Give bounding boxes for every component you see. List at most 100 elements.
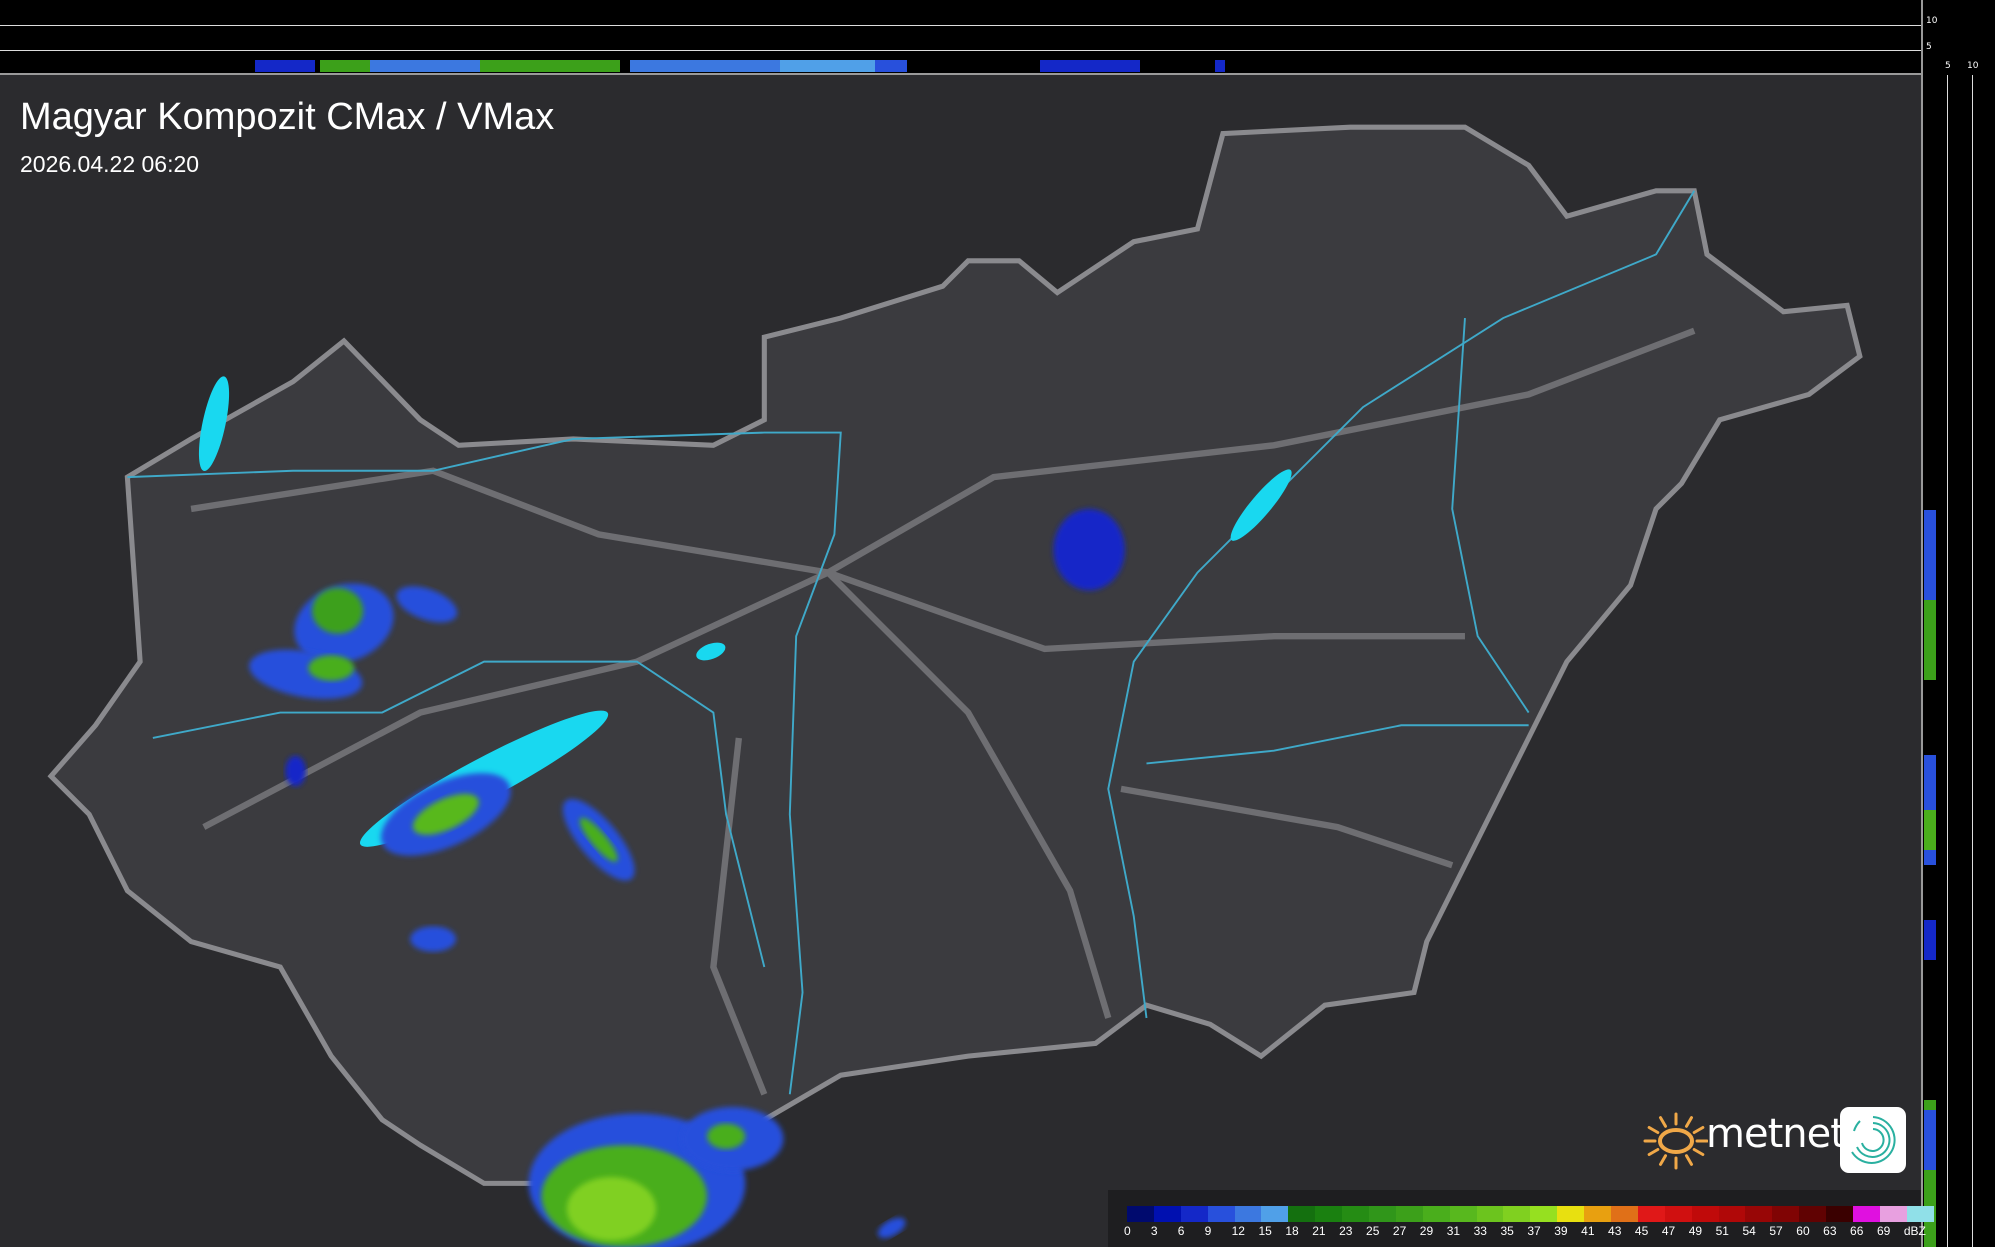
lake-tisza — [1230, 469, 1292, 541]
gridline-10km-v — [1972, 75, 1973, 1247]
legend-label: 31 — [1446, 1224, 1461, 1238]
legend-swatch — [1315, 1206, 1343, 1222]
legend-label: 15 — [1258, 1224, 1272, 1238]
profile-echo — [1924, 600, 1936, 680]
radar-echo — [412, 793, 479, 835]
legend-unit: dBZ — [1903, 1224, 1926, 1238]
legend-label: 21 — [1312, 1224, 1326, 1238]
legend-swatch — [1664, 1206, 1692, 1222]
legend-label: 57 — [1769, 1224, 1783, 1238]
legend-label: 33 — [1473, 1224, 1487, 1238]
legend-label: 51 — [1715, 1224, 1729, 1238]
swirl-app-icon — [1840, 1107, 1906, 1173]
profile-echo — [255, 60, 315, 72]
legend-swatch — [1826, 1206, 1854, 1222]
legend-label: 37 — [1527, 1224, 1541, 1238]
legend-swatch — [1422, 1206, 1450, 1222]
dbz-legend: 0 3 6 9 12 15 18 21 23 25 27 29 31 33 35 37 39 41 43 45 47 49… — [1108, 1190, 1934, 1247]
legend-swatch — [1557, 1206, 1585, 1222]
radar-echo — [566, 1177, 657, 1241]
axis-label-right-10: 10 — [1967, 61, 1979, 71]
legend-label: 0 — [1124, 1224, 1131, 1238]
axis-label-right-5: 5 — [1945, 61, 1951, 71]
legend-label: 39 — [1554, 1224, 1568, 1238]
legend-swatch — [1369, 1206, 1396, 1222]
legend-swatch — [1395, 1206, 1423, 1222]
legend-label: 45 — [1634, 1224, 1649, 1238]
radar-echo — [308, 655, 355, 681]
legend-swatch — [1180, 1206, 1208, 1222]
legend-label: 35 — [1500, 1224, 1514, 1238]
legend-label: 29 — [1419, 1224, 1434, 1238]
profile-echo — [875, 60, 907, 72]
logo-text: metnet — [1706, 1111, 1846, 1157]
legend-label: 6 — [1177, 1224, 1185, 1238]
legend-swatch — [1879, 1206, 1907, 1222]
profile-echo — [1924, 920, 1936, 960]
legend-label: 69 — [1876, 1224, 1891, 1238]
legend-label: 60 — [1796, 1224, 1810, 1238]
radar-echo — [1053, 508, 1125, 591]
map-timestamp: 2026.04.22 06:20 — [20, 151, 200, 177]
radar-echo — [706, 1123, 746, 1150]
legend-swatch — [1799, 1206, 1827, 1222]
legend-label: 63 — [1823, 1224, 1837, 1238]
legend-swatch — [1234, 1206, 1262, 1222]
gridline-5km-v — [1947, 75, 1948, 1247]
legend-swatch — [1449, 1206, 1477, 1222]
map-title: Magyar Kompozit CMax / VMax — [20, 96, 555, 138]
legend-swatch — [1611, 1206, 1638, 1222]
legend-label: 47 — [1661, 1224, 1676, 1238]
legend-swatch — [1853, 1206, 1880, 1222]
legend-color-bar — [1127, 1206, 1934, 1222]
profile-echo — [1215, 60, 1225, 72]
legend-swatch — [1745, 1206, 1773, 1222]
legend-swatch — [1261, 1206, 1289, 1222]
legend-label: 49 — [1688, 1224, 1703, 1238]
legend-label: 12 — [1231, 1224, 1245, 1238]
profile-echo — [1924, 1110, 1936, 1170]
legend-labels: 0 3 6 9 12 15 18 21 23 25 27 29 31 33 35 37 39 41 43 45 47 49… — [1124, 1224, 1934, 1238]
axis-label-top-10: 10 — [1926, 16, 1938, 26]
profile-echo — [780, 60, 900, 72]
sun-icon — [1643, 1112, 1708, 1170]
radar-map[interactable] — [0, 75, 1921, 1247]
legend-swatch — [1342, 1206, 1370, 1222]
legend-swatch — [1718, 1206, 1746, 1222]
legend-swatch — [1207, 1206, 1235, 1222]
legend-label: 54 — [1742, 1224, 1756, 1238]
legend-swatch — [1691, 1206, 1719, 1222]
metnet-logo: metnet — [1638, 1105, 1908, 1177]
legend-swatch — [1127, 1206, 1154, 1222]
radar-echo — [396, 586, 458, 623]
profile-echo — [630, 60, 780, 72]
radar-echo — [877, 1217, 906, 1239]
legend-label: 41 — [1581, 1224, 1595, 1238]
highways — [190, 327, 1696, 1096]
gridline-10km — [0, 25, 1921, 26]
vertical-profile-right: 10 5 5 10 — [1921, 0, 1995, 1247]
gridline-5km — [0, 50, 1921, 51]
legend-swatch — [1906, 1206, 1934, 1222]
legend-swatch — [1637, 1206, 1665, 1222]
legend-swatch — [1503, 1206, 1531, 1222]
legend-swatch — [1530, 1206, 1558, 1222]
profile-echo — [370, 60, 480, 72]
right-profile-echoes — [1924, 510, 1936, 1247]
legend-label: 66 — [1850, 1224, 1864, 1238]
legend-label: 25 — [1366, 1224, 1380, 1238]
legend-swatch — [1584, 1206, 1612, 1222]
legend-label: 27 — [1392, 1224, 1407, 1238]
legend-label: 43 — [1608, 1224, 1622, 1238]
top-profile-echoes — [255, 60, 1225, 72]
legend-label: 23 — [1339, 1224, 1353, 1238]
radar-echo — [312, 587, 364, 634]
lake-velence — [696, 642, 726, 661]
legend-label: 3 — [1150, 1224, 1158, 1238]
legend-label: 18 — [1285, 1224, 1299, 1238]
lake-ferto — [198, 376, 230, 472]
legend-swatch — [1153, 1206, 1181, 1222]
legend-label: 9 — [1204, 1224, 1212, 1238]
vertical-profile-top — [0, 0, 1921, 75]
